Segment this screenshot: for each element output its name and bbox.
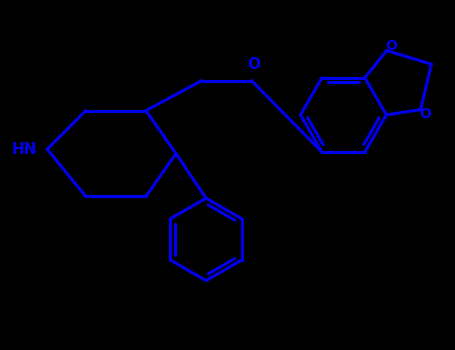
Text: HN: HN <box>11 142 37 157</box>
Text: O: O <box>247 57 260 72</box>
Text: O: O <box>385 39 397 53</box>
Text: O: O <box>419 107 431 121</box>
